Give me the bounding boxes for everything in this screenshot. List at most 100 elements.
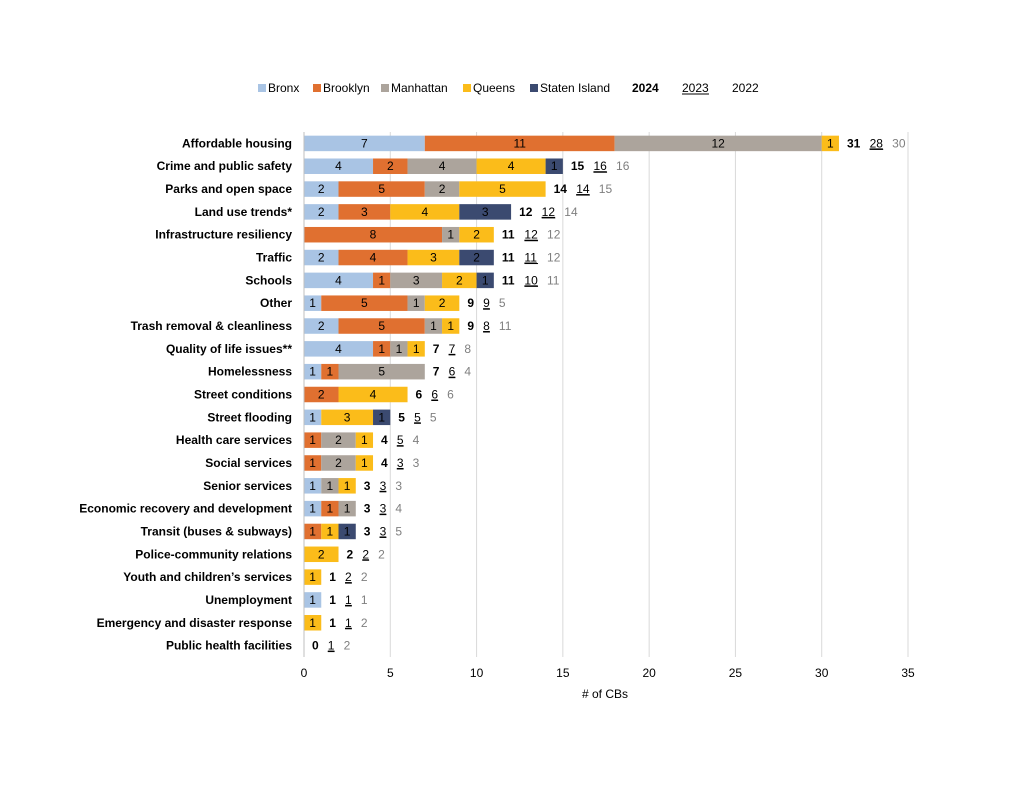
legend-swatch-queens <box>463 84 471 92</box>
bar-bronx-homelessness <box>304 363 322 380</box>
bar-staten-island-traffic <box>459 249 494 266</box>
value-label-queens-transit-buses-subways: 1 <box>327 524 334 538</box>
total-2023-transit-buses-subways: 3 <box>380 524 387 538</box>
value-label-queens-quality-of-life-issues: 1 <box>413 342 420 356</box>
legend-label-staten-island: Staten Island <box>540 81 610 95</box>
total-2023-crime-and-public-safety: 16 <box>593 159 607 173</box>
legend-swatch-brooklyn <box>313 84 321 92</box>
value-label-queens-trash-removal-cleanliness: 1 <box>447 319 454 333</box>
category-label-other: Other <box>260 296 292 310</box>
total-2024-traffic: 11 <box>502 251 515 265</box>
total-2022-social-services: 3 <box>413 456 420 470</box>
category-label-quality-of-life-issues: Quality of life issues** <box>166 342 292 356</box>
value-label-brooklyn-crime-and-public-safety: 2 <box>387 159 394 173</box>
x-tick-label-30: 30 <box>815 666 829 680</box>
value-label-queens-crime-and-public-safety: 4 <box>508 159 515 173</box>
total-2024-street-flooding: 5 <box>398 410 405 424</box>
value-label-manhattan-other: 1 <box>413 296 420 310</box>
value-label-bronx-affordable-housing: 7 <box>361 136 368 150</box>
total-2024-schools: 11 <box>502 273 515 287</box>
value-label-bronx-traffic: 2 <box>318 251 325 265</box>
bar-manhattan-economic-recovery-and-development <box>338 500 356 517</box>
bar-bronx-senior-services <box>304 478 322 494</box>
value-label-bronx-crime-and-public-safety: 4 <box>335 159 342 173</box>
value-label-brooklyn-schools: 1 <box>378 273 385 287</box>
total-2023-emergency-and-disaster-response: 1 <box>345 616 352 630</box>
x-tick-label-25: 25 <box>729 666 743 680</box>
value-label-brooklyn-parks-and-open-space: 5 <box>378 182 385 196</box>
bar-queens-crime-and-public-safety <box>476 158 546 174</box>
value-label-queens-emergency-and-disaster-response: 1 <box>309 616 316 630</box>
total-2022-land-use-trends: 14 <box>564 205 578 219</box>
total-2024-infrastructure-resiliency: 11 <box>502 228 515 242</box>
total-2024-transit-buses-subways: 3 <box>364 524 371 538</box>
legend-swatch-staten-island <box>530 84 538 92</box>
bar-queens-other <box>424 295 460 311</box>
value-label-bronx-street-flooding: 1 <box>309 410 316 424</box>
bar-queens-health-care-services <box>355 432 374 448</box>
x-axis: 0 5 10 15 20 25 30 35 <box>301 132 915 680</box>
bar-brooklyn-social-services <box>304 455 322 471</box>
value-label-brooklyn-homelessness: 1 <box>327 365 334 379</box>
value-label-brooklyn-affordable-housing: 11 <box>513 136 526 150</box>
value-label-queens-traffic: 3 <box>430 251 437 265</box>
total-2022-infrastructure-resiliency: 12 <box>547 228 561 242</box>
bar-manhattan-parks-and-open-space <box>424 181 460 197</box>
value-label-brooklyn-health-care-services: 1 <box>309 433 316 447</box>
category-label-parks-and-open-space: Parks and open space <box>165 182 292 196</box>
value-label-queens-social-services: 1 <box>361 456 368 470</box>
bar-queens-quality-of-life-issues <box>407 341 425 357</box>
category-label-transit-buses-subways: Transit (buses & subways) <box>141 524 292 538</box>
value-label-brooklyn-street-conditions: 2 <box>318 388 325 402</box>
category-label-senior-services: Senior services <box>203 479 292 493</box>
total-2024-quality-of-life-issues: 7 <box>433 342 440 356</box>
bar-queens-infrastructure-resiliency <box>459 226 494 243</box>
total-2022-traffic: 12 <box>547 251 561 265</box>
total-2022-transit-buses-subways: 5 <box>395 524 402 538</box>
value-label-bronx-unemployment: 1 <box>309 593 316 607</box>
bar-bronx-land-use-trends <box>304 204 339 220</box>
category-label-homelessness: Homelessness <box>208 365 292 379</box>
legend-year-2022: 2022 <box>732 81 759 95</box>
total-2022-crime-and-public-safety: 16 <box>616 159 630 173</box>
total-2024-crime-and-public-safety: 15 <box>571 159 585 173</box>
value-label-manhattan-quality-of-life-issues: 1 <box>396 342 403 356</box>
total-2024-public-health-facilities: 0 <box>312 639 319 653</box>
total-2024-homelessness: 7 <box>433 365 440 379</box>
value-label-staten-island-street-flooding: 1 <box>378 410 385 424</box>
total-2024-parks-and-open-space: 14 <box>554 182 568 196</box>
value-label-staten-island-transit-buses-subways: 1 <box>344 524 351 538</box>
legend-year-2024: 2024 <box>632 81 659 95</box>
category-label-street-conditions: Street conditions <box>194 388 292 402</box>
total-2022-public-health-facilities: 2 <box>344 639 351 653</box>
bars: 7 11 12 14 2 4 4 12 5 2 52 3 4 38 1 22 4 3 24 1 3 2 11 5 1 22 5 1 14… <box>304 135 839 631</box>
value-label-brooklyn-trash-removal-cleanliness: 5 <box>378 319 385 333</box>
category-label-traffic: Traffic <box>256 251 292 265</box>
category-label-police-community-relations: Police-community relations <box>135 547 292 561</box>
total-2022-senior-services: 3 <box>395 479 402 493</box>
value-label-manhattan-schools: 3 <box>413 273 420 287</box>
bar-queens-emergency-and-disaster-response <box>304 615 322 631</box>
value-label-bronx-schools: 4 <box>335 273 342 287</box>
value-label-brooklyn-social-services: 1 <box>309 456 316 470</box>
value-label-bronx-other: 1 <box>309 296 316 310</box>
bar-queens-land-use-trends <box>390 204 460 220</box>
bar-manhattan-affordable-housing <box>614 135 822 152</box>
total-2022-emergency-and-disaster-response: 2 <box>361 616 368 630</box>
value-label-manhattan-senior-services: 1 <box>327 479 334 493</box>
bar-brooklyn-infrastructure-resiliency <box>304 226 443 243</box>
value-label-brooklyn-infrastructure-resiliency: 8 <box>370 228 377 242</box>
value-label-manhattan-infrastructure-resiliency: 1 <box>447 228 454 242</box>
bar-queens-affordable-housing <box>821 135 839 152</box>
category-label-unemployment: Unemployment <box>205 593 292 607</box>
bar-queens-youth-and-children-s-services <box>304 569 322 585</box>
bar-manhattan-homelessness <box>338 363 425 380</box>
x-tick-label-0: 0 <box>301 666 308 680</box>
value-label-queens-youth-and-children-s-services: 1 <box>309 570 316 584</box>
bar-bronx-affordable-housing <box>304 135 425 152</box>
total-2023-youth-and-children-s-services: 2 <box>345 570 352 584</box>
bar-bronx-quality-of-life-issues <box>304 341 374 357</box>
total-2023-senior-services: 3 <box>380 479 387 493</box>
value-label-queens-other: 2 <box>439 296 446 310</box>
bar-queens-transit-buses-subways <box>321 523 339 540</box>
